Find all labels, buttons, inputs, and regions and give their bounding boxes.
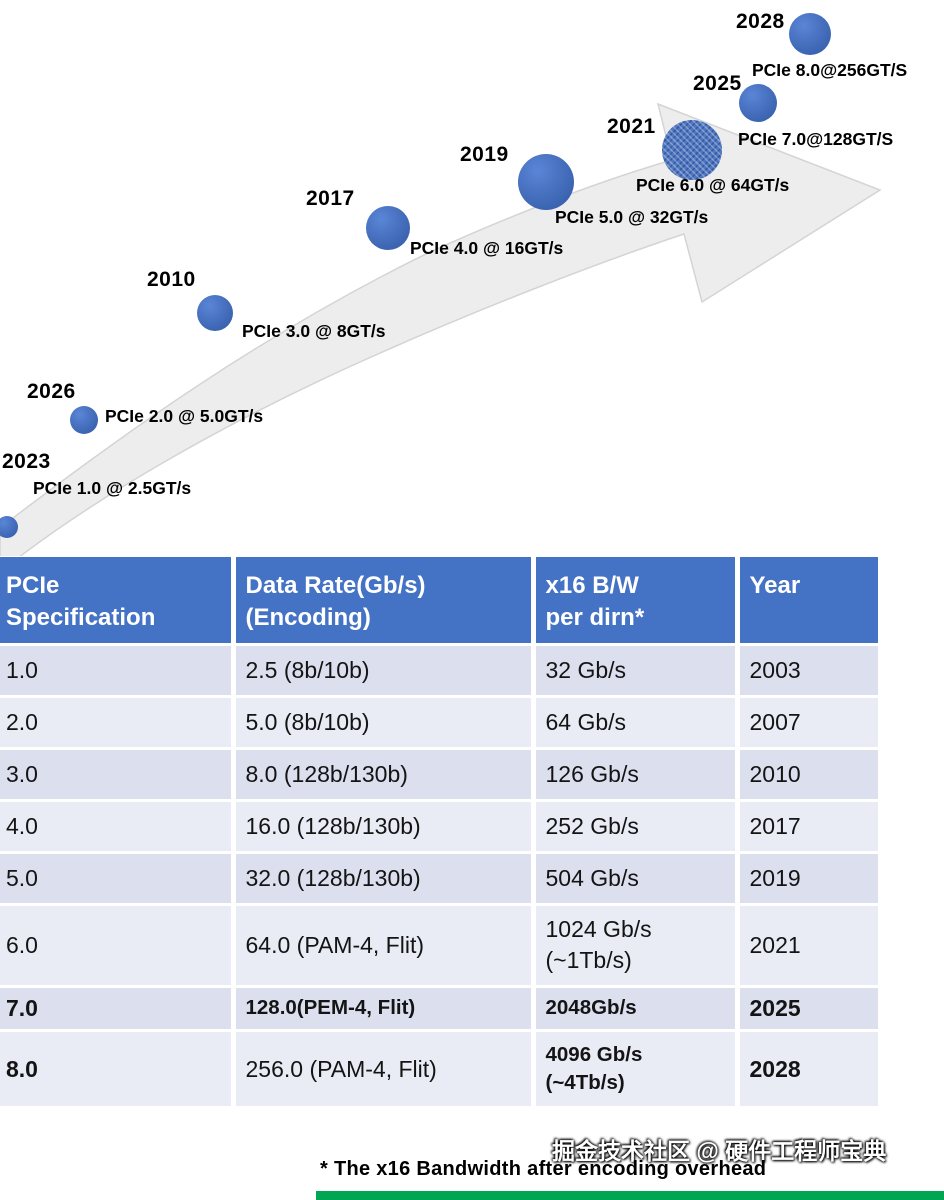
- cell-bw: 2048Gb/s: [533, 984, 740, 1031]
- cell-rate: 8.0 (128b/130b): [233, 746, 536, 801]
- cell-bw: 504 Gb/s: [533, 850, 740, 905]
- table-header-row: PCIe Specification Data Rate(Gb/s) (Enco…: [0, 557, 878, 645]
- cell-spec: 5.0: [0, 850, 236, 905]
- col-header-year: Year: [737, 557, 878, 645]
- cell-year: 2019: [737, 850, 878, 905]
- gen-label-pcie-3-0: PCIe 3.0 @ 8GT/s: [242, 321, 386, 341]
- cell-rate: 32.0 (128b/130b): [233, 850, 536, 905]
- growth-arrow: [0, 102, 882, 556]
- table-row-5-0: 5.0 32.0 (128b/130b) 504 Gb/s 2019: [0, 850, 878, 905]
- bubble-pcie-1-0: [0, 516, 18, 538]
- bubble-pcie-5-0: [518, 154, 574, 210]
- year-label-pcie-1-0: 2023: [2, 450, 51, 473]
- year-label-pcie-5-0: 2019: [460, 143, 509, 166]
- year-label-pcie-6-0: 2021: [607, 115, 656, 138]
- table-row-3-0: 3.0 8.0 (128b/130b) 126 Gb/s 2010: [0, 746, 878, 801]
- bubble-pcie-2-0: [70, 406, 98, 434]
- cell-bw: 252 Gb/s: [533, 798, 740, 853]
- cell-rate: 16.0 (128b/130b): [233, 798, 536, 853]
- year-label-pcie-7-0: 2025: [693, 72, 742, 95]
- bottom-green-bar: [316, 1191, 944, 1200]
- cell-year: 2010: [737, 746, 878, 801]
- table-row-4-0: 4.0 16.0 (128b/130b) 252 Gb/s 2017: [0, 798, 878, 853]
- cell-rate: 5.0 (8b/10b): [233, 694, 536, 749]
- col-header-bw: x16 B/W per dirn*: [533, 557, 740, 645]
- cell-year: 2007: [737, 694, 878, 749]
- cell-rate: 64.0 (PAM-4, Flit): [233, 902, 536, 987]
- cell-bw: 4096 Gb/s (~4Tb/s): [533, 1028, 740, 1107]
- cell-year: 2021: [737, 902, 878, 987]
- gen-label-pcie-1-0: PCIe 1.0 @ 2.5GT/s: [33, 478, 192, 498]
- timeline-chart: 2023 2026 2010 2017 2019 2021 2025 2028 …: [0, 0, 944, 556]
- cell-spec: 6.0: [0, 902, 236, 987]
- table-row-2-0: 2.0 5.0 (8b/10b) 64 Gb/s 2007: [0, 694, 878, 749]
- footnote: * The x16 Bandwidth after encoding overh…: [320, 1158, 767, 1180]
- cell-bw: 32 Gb/s: [533, 642, 740, 697]
- cell-year: 2003: [737, 642, 878, 697]
- gen-label-pcie-4-0: PCIe 4.0 @ 16GT/s: [410, 238, 564, 258]
- gen-label-pcie-5-0: PCIe 5.0 @ 32GT/s: [555, 207, 709, 227]
- cell-year: 2028: [737, 1028, 878, 1107]
- pcie-spec-table: PCIe Specification Data Rate(Gb/s) (Enco…: [0, 557, 878, 1107]
- bubble-pcie-6-0: [662, 120, 722, 180]
- year-label-pcie-2-0: 2026: [27, 380, 76, 403]
- cell-rate: 256.0 (PAM-4, Flit): [233, 1028, 536, 1107]
- year-label-pcie-3-0: 2010: [147, 268, 196, 291]
- table-row-7-0: 7.0 128.0(PEM-4, Flit) 2048Gb/s 2025: [0, 984, 878, 1031]
- cell-year: 2025: [737, 984, 878, 1031]
- gen-label-pcie-6-0: PCIe 6.0 @ 64GT/s: [636, 175, 790, 195]
- cell-spec: 3.0: [0, 746, 236, 801]
- col-header-spec: PCIe Specification: [0, 557, 236, 645]
- table-row-6-0: 6.0 64.0 (PAM-4, Flit) 1024 Gb/s (~1Tb/s…: [0, 902, 878, 987]
- table-row-8-0: 8.0 256.0 (PAM-4, Flit) 4096 Gb/s (~4Tb/…: [0, 1028, 878, 1107]
- cell-bw: 1024 Gb/s (~1Tb/s): [533, 902, 740, 987]
- table-row-1-0: 1.0 2.5 (8b/10b) 32 Gb/s 2003: [0, 642, 878, 697]
- year-label-pcie-4-0: 2017: [306, 187, 355, 210]
- cell-spec: 4.0: [0, 798, 236, 853]
- gen-label-pcie-7-0: PCIe 7.0@128GT/S: [738, 129, 894, 149]
- cell-rate: 128.0(PEM-4, Flit): [233, 984, 536, 1031]
- cell-spec: 1.0: [0, 642, 236, 697]
- cell-bw: 126 Gb/s: [533, 746, 740, 801]
- cell-year: 2017: [737, 798, 878, 853]
- col-header-rate: Data Rate(Gb/s) (Encoding): [233, 557, 536, 645]
- cell-spec: 2.0: [0, 694, 236, 749]
- gen-label-pcie-8-0: PCIe 8.0@256GT/S: [752, 60, 908, 80]
- cell-spec: 7.0: [0, 984, 236, 1031]
- bubble-pcie-4-0: [366, 206, 410, 250]
- gen-label-pcie-2-0: PCIe 2.0 @ 5.0GT/s: [105, 406, 264, 426]
- cell-spec: 8.0: [0, 1028, 236, 1107]
- year-label-pcie-8-0: 2028: [736, 10, 785, 33]
- cell-rate: 2.5 (8b/10b): [233, 642, 536, 697]
- bubble-pcie-8-0: [789, 13, 831, 55]
- bubble-pcie-3-0: [197, 295, 233, 331]
- cell-bw: 64 Gb/s: [533, 694, 740, 749]
- watermark: 掘金技术社区 @ 硬件工程师宝典: [552, 1138, 887, 1164]
- bubble-pcie-7-0: [739, 84, 777, 122]
